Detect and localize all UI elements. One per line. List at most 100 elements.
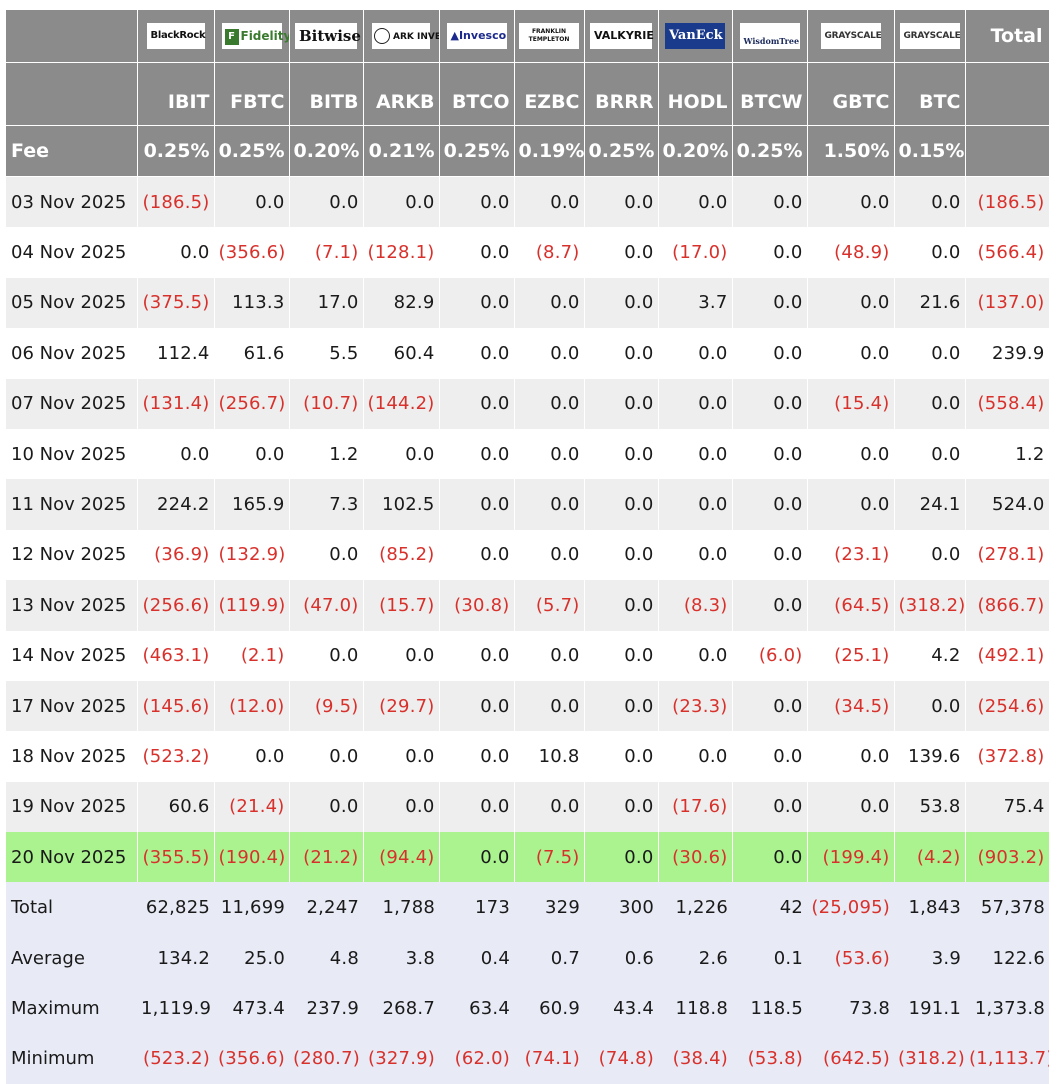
flow-cell-arkb: 82.9 xyxy=(363,277,440,329)
flow-cell-ezbc: 0.0 xyxy=(514,176,585,228)
flow-cell-hodl: (23.3) xyxy=(658,680,733,732)
table-row: 10 Nov 2025 0.0 0.0 1.2 0.0 0.0 0.0 0.0 0.0 0.0 0.… xyxy=(6,428,1050,480)
flow-cell-arkb: 60.4 xyxy=(363,328,440,379)
flow-cell-ibit: (131.4) xyxy=(137,378,215,429)
stat-cell-gbtc: 73.8 xyxy=(807,983,894,1034)
fee-row: Fee 0.25% 0.25% 0.20% 0.21% 0.25% 0.19% 0.25% 0… xyxy=(6,125,1050,177)
flow-cell-hodl: 0.0 xyxy=(658,176,733,228)
flow-cell-btco: 0.0 xyxy=(439,277,515,329)
flow-cell-arkb: (128.1) xyxy=(363,227,440,278)
flow-cell-fbtc: (256.7) xyxy=(214,378,290,429)
flow-cell-gbtc: (199.4) xyxy=(807,832,895,883)
row-date: 19 Nov 2025 xyxy=(6,781,138,833)
ticker-btc: BTC xyxy=(894,62,966,126)
flow-cell-arkb: (15.7) xyxy=(363,580,440,631)
flow-cell-btcw: 0.0 xyxy=(732,832,808,883)
stat-cell-btc: 1,843 xyxy=(894,882,965,933)
flow-cell-btc: 21.6 xyxy=(894,277,966,329)
stats-label: Average xyxy=(6,932,137,984)
flow-cell-btcw: 0.0 xyxy=(732,277,808,329)
row-date: 10 Nov 2025 xyxy=(6,428,138,480)
flow-cell-gbtc: 0.0 xyxy=(807,328,895,379)
row-date: 03 Nov 2025 xyxy=(6,176,138,228)
row-date: 11 Nov 2025 xyxy=(6,479,138,530)
row-date: 18 Nov 2025 xyxy=(6,731,138,782)
flow-cell-arkb: (94.4) xyxy=(363,832,440,883)
flow-cell-ezbc: 0.0 xyxy=(514,479,585,530)
stat-cell-arkb: 1,788 xyxy=(363,882,439,933)
stat-cell-btcw: 42 xyxy=(732,882,807,933)
stats-label: Maximum xyxy=(6,983,137,1034)
flow-cell-ibit: 0.0 xyxy=(137,227,215,278)
flow-cell-ibit: (36.9) xyxy=(137,529,215,581)
flow-cell-arkb: (85.2) xyxy=(363,529,440,581)
flow-cell-bitb: 17.0 xyxy=(289,277,364,329)
flow-cell-btc: 24.1 xyxy=(894,479,966,530)
flow-cell-btc: 0.0 xyxy=(894,328,966,379)
flow-cell-gbtc: 0.0 xyxy=(807,277,895,329)
flow-cell-gbtc: (23.1) xyxy=(807,529,895,581)
flow-cell-fbtc: (12.0) xyxy=(214,680,290,732)
flow-cell-hodl: 0.0 xyxy=(658,479,733,530)
flow-cell-gbtc: (48.9) xyxy=(807,227,895,278)
flow-cell-ezbc: 0.0 xyxy=(514,529,585,581)
flow-cell-fbtc: (2.1) xyxy=(214,630,290,681)
stats-label: Total xyxy=(6,882,137,933)
flow-cell-brrr: 0.0 xyxy=(584,428,659,480)
stat-cell-arkb: (327.9) xyxy=(363,1033,439,1084)
flow-cell-ezbc: 0.0 xyxy=(514,781,585,833)
flow-cell-hodl: 3.7 xyxy=(658,277,733,329)
flow-cell-btcw: 0.0 xyxy=(732,529,808,581)
table-row: 05 Nov 2025 (375.5) 113.3 17.0 82.9 0.0 0.0 0.0… xyxy=(6,277,1050,329)
flow-cell-ibit: 60.6 xyxy=(137,781,215,833)
flow-cell-ezbc: (5.7) xyxy=(514,580,585,631)
flow-cell-bitb: 0.0 xyxy=(289,781,364,833)
table-row: 12 Nov 2025 (36.9) (132.9) 0.0 (85.2) 0.0 0.0 0… xyxy=(6,529,1050,581)
flow-cell-ibit: (355.5) xyxy=(137,832,215,883)
flow-cell-btc: 0.0 xyxy=(894,680,966,732)
stats-total: 122.6 xyxy=(965,932,1049,984)
row-date: 06 Nov 2025 xyxy=(6,328,138,379)
row-date: 17 Nov 2025 xyxy=(6,680,138,732)
fidelity-logo: F Fidelity xyxy=(221,23,288,49)
flow-cell-btco: 0.0 xyxy=(439,529,515,581)
stat-cell-fbtc: 11,699 xyxy=(214,882,289,933)
flow-cell-btcw: 0.0 xyxy=(732,479,808,530)
flow-cell-bitb: 5.5 xyxy=(289,328,364,379)
flow-cell-btcw: 0.0 xyxy=(732,428,808,480)
flow-cell-btc: (318.2) xyxy=(894,580,966,631)
vaneck-logo: VanEck xyxy=(665,23,725,49)
flow-cell-btcw: 0.0 xyxy=(732,176,808,228)
bitwise-logo: Bitwise xyxy=(295,23,361,49)
stat-cell-ibit: 62,825 xyxy=(137,882,214,933)
stat-cell-gbtc: (25,095) xyxy=(807,882,894,933)
ticker-gbtc: GBTC xyxy=(807,62,895,126)
flow-cell-fbtc: 0.0 xyxy=(214,731,290,782)
flow-cell-btc: 0.0 xyxy=(894,227,966,278)
stat-cell-fbtc: (356.6) xyxy=(214,1033,289,1084)
flow-cell-btco: 0.0 xyxy=(439,378,515,429)
fee-ibit: 0.25% xyxy=(137,125,215,177)
flow-cell-btco: 0.0 xyxy=(439,227,515,278)
stat-cell-gbtc: (642.5) xyxy=(807,1033,894,1084)
stats-row-average: Average 134.2 25.0 4.8 3.8 0.4 0.7 0.6 2.6 0.1 (53… xyxy=(6,932,1049,984)
flow-cell-btc: 53.8 xyxy=(894,781,966,833)
flow-cell-btcw: 0.0 xyxy=(732,328,808,379)
ticker-arkb: ARKB xyxy=(363,62,440,126)
flow-cell-hodl: 0.0 xyxy=(658,731,733,782)
table-row: 07 Nov 2025 (131.4) (256.7) (10.7) (144.2) 0.… xyxy=(6,378,1050,429)
flow-cell-arkb: 0.0 xyxy=(363,731,440,782)
stat-cell-ezbc: 329 xyxy=(514,882,584,933)
flow-cell-btc: 0.0 xyxy=(894,529,966,581)
flow-cell-btcw: 0.0 xyxy=(732,378,808,429)
stat-cell-ezbc: 0.7 xyxy=(514,932,584,984)
flow-cell-brrr: 0.0 xyxy=(584,630,659,681)
flow-cell-btco: 0.0 xyxy=(439,680,515,732)
row-date: 07 Nov 2025 xyxy=(6,378,138,429)
stat-cell-gbtc: (53.6) xyxy=(807,932,894,984)
grayscale-logo: GRAYSCALE xyxy=(899,23,961,49)
table-row: 04 Nov 2025 0.0 (356.6) (7.1) (128.1) 0.0 (8.7… xyxy=(6,227,1050,278)
fee-fbtc: 0.25% xyxy=(214,125,290,177)
stat-cell-btc: 191.1 xyxy=(894,983,965,1034)
flow-cell-brrr: 0.0 xyxy=(584,328,659,379)
